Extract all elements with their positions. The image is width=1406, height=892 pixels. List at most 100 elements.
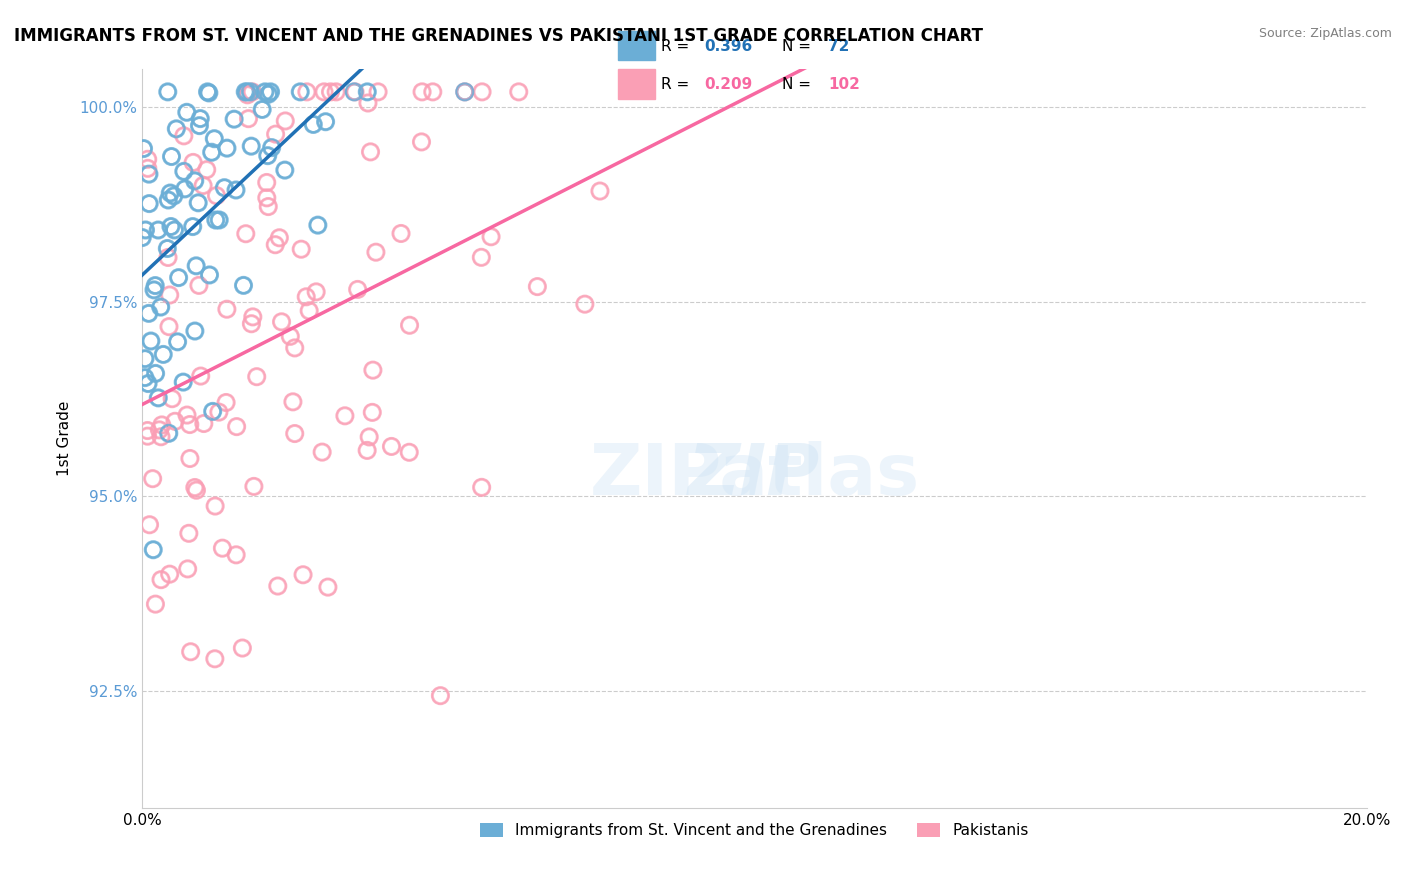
Point: [233, 85, 256, 99]
Point: [256, 176, 278, 190]
Point: [204, 499, 226, 513]
Point: [236, 85, 259, 99]
Point: [191, 178, 214, 193]
Point: [177, 526, 200, 541]
Point: [240, 85, 263, 99]
Point: [302, 118, 325, 132]
Point: [197, 85, 219, 99]
Point: [214, 180, 236, 194]
Point: [364, 245, 387, 260]
Point: [240, 139, 263, 153]
Point: [259, 85, 281, 99]
Point: [361, 405, 384, 419]
Point: [148, 391, 170, 405]
Point: [225, 548, 247, 562]
Point: [136, 429, 159, 443]
Point: [136, 153, 159, 167]
Point: [290, 85, 312, 99]
Point: [142, 542, 165, 557]
Point: [526, 279, 548, 293]
Point: [574, 297, 596, 311]
Point: [411, 85, 433, 99]
Point: [274, 163, 297, 178]
Point: [148, 391, 170, 405]
Point: [148, 391, 170, 405]
Point: [240, 85, 263, 99]
Point: [233, 85, 256, 99]
Point: [193, 417, 215, 431]
Point: [190, 369, 212, 384]
Point: [471, 480, 494, 494]
Point: [134, 351, 156, 366]
Point: [134, 351, 156, 366]
Point: [295, 290, 318, 304]
Point: [429, 689, 451, 703]
Point: [211, 541, 233, 556]
Point: [284, 426, 307, 441]
Point: [204, 213, 226, 227]
Point: [157, 193, 180, 207]
Point: [131, 230, 153, 244]
Point: [302, 118, 325, 132]
Point: [302, 118, 325, 132]
Point: [454, 85, 477, 99]
Point: [195, 162, 218, 177]
Point: [281, 394, 304, 409]
Point: [188, 112, 211, 126]
Point: [232, 278, 254, 293]
Point: [290, 85, 312, 99]
Point: [295, 290, 318, 304]
Point: [201, 404, 224, 418]
Point: [346, 282, 368, 296]
Point: [526, 279, 548, 293]
Point: [195, 162, 218, 177]
Point: [312, 85, 335, 99]
Point: [214, 180, 236, 194]
Point: [316, 580, 339, 594]
Point: [202, 131, 225, 145]
Point: [184, 481, 207, 495]
Point: [160, 149, 183, 163]
Point: [454, 85, 477, 99]
Bar: [617, 30, 655, 61]
Point: [138, 167, 160, 181]
Point: [204, 499, 226, 513]
Point: [186, 483, 208, 498]
Point: [177, 526, 200, 541]
Point: [208, 213, 231, 227]
Point: [238, 112, 260, 126]
Point: [344, 85, 367, 99]
Point: [149, 300, 172, 314]
Point: [344, 85, 367, 99]
Point: [132, 142, 155, 156]
Point: [359, 430, 381, 444]
Point: [281, 394, 304, 409]
Point: [256, 191, 278, 205]
Point: [191, 178, 214, 193]
Point: [160, 219, 183, 234]
Point: [256, 148, 278, 162]
Point: [159, 567, 181, 582]
Point: [254, 85, 277, 99]
Point: [139, 334, 162, 348]
Point: [139, 334, 162, 348]
Point: [181, 219, 204, 234]
Point: [186, 259, 208, 273]
Point: [238, 112, 260, 126]
Point: [471, 85, 494, 99]
Point: [589, 184, 612, 198]
Point: [215, 302, 238, 317]
Point: [284, 426, 307, 441]
Point: [166, 334, 188, 349]
Point: [389, 227, 412, 241]
Point: [236, 87, 259, 102]
Point: [142, 542, 165, 557]
Point: [190, 369, 212, 384]
Point: [134, 370, 156, 384]
Point: [201, 404, 224, 418]
Point: [157, 426, 180, 441]
Point: [184, 481, 207, 495]
Point: [173, 164, 195, 178]
Point: [188, 119, 211, 133]
Point: [290, 242, 312, 256]
